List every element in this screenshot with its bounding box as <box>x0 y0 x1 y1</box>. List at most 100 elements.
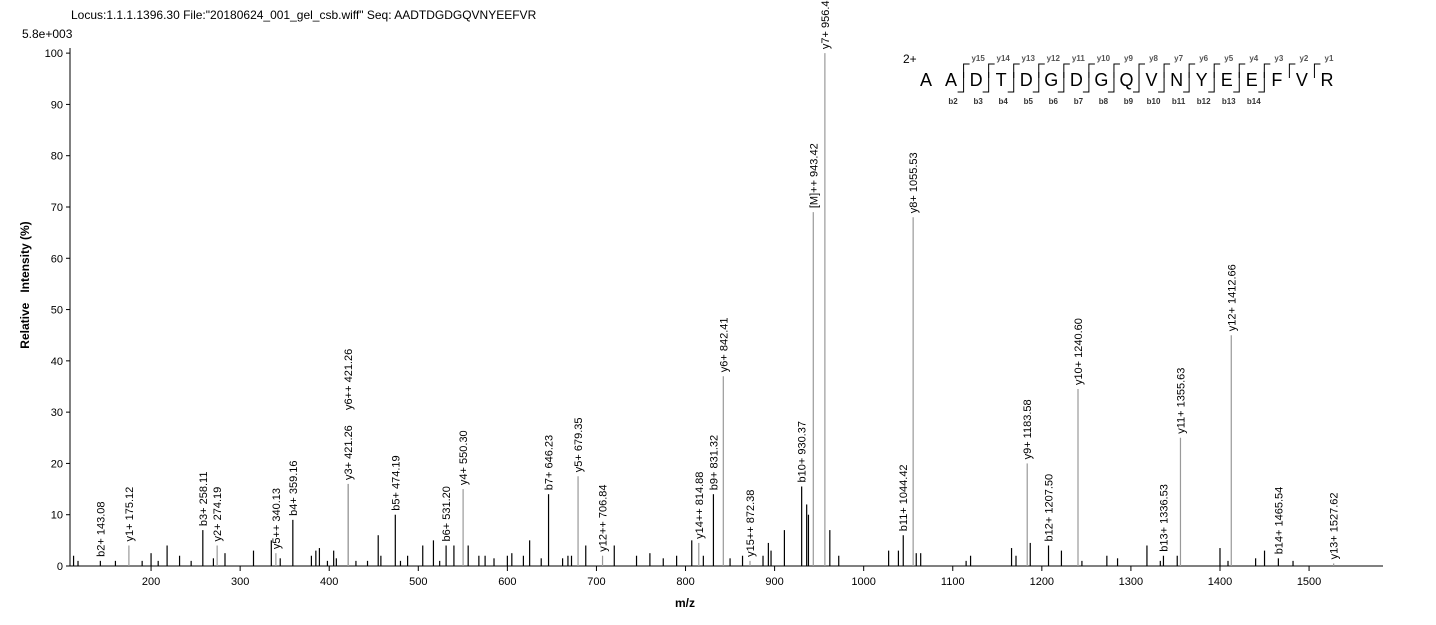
peak-label: b11+ 1044.42 <box>898 464 910 531</box>
y-bracket <box>1263 63 1271 78</box>
y-ion-label: y1 <box>1325 54 1334 63</box>
y-ion-label: y12 <box>1047 54 1061 63</box>
y-axis-label: Relative Intensity (%) <box>18 221 32 348</box>
y-bracket <box>988 63 995 78</box>
b-bracket <box>1007 72 1015 93</box>
residue: D <box>1070 70 1083 90</box>
y-tick-label: 70 <box>51 202 63 214</box>
peak-label: y11+ 1355.63 <box>1175 368 1187 434</box>
y-tick-label: 20 <box>51 458 63 470</box>
x-tick-label: 1200 <box>1030 576 1054 588</box>
x-tick-label: 300 <box>231 576 249 588</box>
b-bracket <box>957 72 965 93</box>
peak-label: y12+ 1412.66 <box>1226 264 1238 331</box>
residue: Y <box>1196 70 1208 90</box>
charge-label: 2+ <box>903 52 917 66</box>
peak-label: b5+ 474.19 <box>390 455 402 510</box>
x-tick-label: 1300 <box>1119 576 1143 588</box>
residue: G <box>1094 70 1108 90</box>
y-bracket <box>1238 63 1246 78</box>
y-ion-label: y14 <box>997 54 1011 63</box>
y-ion-label: y9 <box>1124 54 1133 63</box>
b-ion-label: b5 <box>1024 97 1034 106</box>
peak-label: y1+ 175.12 <box>124 487 136 542</box>
residue: V <box>1296 70 1308 90</box>
y-tick-label: 50 <box>51 305 63 317</box>
b-ion-label: b3 <box>973 97 983 106</box>
residue: D <box>1020 70 1033 90</box>
peak-label: y3+ 421.26 <box>343 425 355 480</box>
b-ion-label: b12 <box>1197 97 1211 106</box>
b-bracket <box>1233 72 1240 93</box>
y-tick-label: 90 <box>51 99 63 111</box>
residue: E <box>1221 70 1233 90</box>
residue: F <box>1271 70 1282 90</box>
peak-label: [M]++ 943.42 <box>808 143 820 208</box>
peak-label: y13+ 1527.62 <box>1329 492 1341 559</box>
y-ion-label: y15 <box>971 54 985 63</box>
y-tick-label: 40 <box>51 356 63 368</box>
y-tick-label: 60 <box>51 253 63 265</box>
peak-label: y6+ 842.41 <box>718 317 730 372</box>
b-ion-label: b9 <box>1124 97 1134 106</box>
x-tick-label: 1400 <box>1208 576 1232 588</box>
b-bracket <box>1208 72 1215 93</box>
peak-label: b9+ 831.32 <box>708 435 720 490</box>
x-tick-label: 600 <box>498 576 516 588</box>
b-bracket <box>1158 72 1165 93</box>
y-tick-label: 100 <box>45 48 63 60</box>
b-ion-label: b4 <box>999 97 1009 106</box>
x-tick-label: 900 <box>765 576 783 588</box>
b-bracket <box>1032 72 1040 93</box>
b-bracket <box>1082 72 1090 93</box>
peak-label: y5+ 679.35 <box>573 417 585 472</box>
peak-label: y6++ 421.26 <box>343 349 355 410</box>
y-bracket <box>1138 63 1146 78</box>
b-bracket <box>1057 72 1065 93</box>
x-tick-label: 1500 <box>1297 576 1321 588</box>
peak-label: y2+ 274.19 <box>212 487 224 542</box>
y-ion-label: y5 <box>1224 54 1233 63</box>
b-bracket <box>1107 72 1115 93</box>
peak-label: y12++ 706.84 <box>598 484 610 551</box>
b-ion-label: b11 <box>1172 97 1186 106</box>
residue: E <box>1246 70 1258 90</box>
peak-label: b7+ 646.23 <box>544 435 556 490</box>
x-tick-label: 700 <box>587 576 605 588</box>
peak-label: y8+ 1055.53 <box>908 152 920 213</box>
y-bracket <box>1313 63 1321 78</box>
b-ion-label: b8 <box>1099 97 1109 106</box>
b-bracket <box>1258 72 1265 93</box>
y-ion-label: y7 <box>1174 54 1183 63</box>
scale-label: 5.8e+003 <box>22 27 73 41</box>
peak-label: b13+ 1336.53 <box>1158 484 1170 552</box>
peak-label: y4+ 550.30 <box>458 430 470 485</box>
residue: R <box>1320 70 1333 90</box>
y-ion-label: y11 <box>1072 54 1085 63</box>
peak-label: b12+ 1207.50 <box>1044 474 1056 542</box>
peak-label: y15++ 872.38 <box>745 490 757 557</box>
peak-label: y9+ 1183.58 <box>1022 399 1034 459</box>
y-tick-label: 0 <box>57 561 63 573</box>
y-ion-label: y8 <box>1149 54 1158 63</box>
y-bracket <box>1213 63 1221 78</box>
x-axis-label: m/z <box>675 596 695 610</box>
b-bracket <box>1183 72 1190 93</box>
residue: A <box>920 70 932 90</box>
residue: N <box>1170 70 1183 90</box>
b-ion-label: b7 <box>1074 97 1084 106</box>
y-ion-label: y4 <box>1249 54 1258 63</box>
x-tick-label: 200 <box>142 576 160 588</box>
b-bracket <box>982 72 990 93</box>
y-tick-label: 10 <box>51 510 63 522</box>
y-ion-label: y2 <box>1299 54 1308 63</box>
b-ion-label: b2 <box>948 97 958 106</box>
y-tick-label: 80 <box>51 151 63 163</box>
x-tick-label: 800 <box>676 576 694 588</box>
peak-label: y7+ 956.45 <box>820 0 832 49</box>
peak-label: b2+ 143.08 <box>95 501 107 556</box>
x-tick-label: 400 <box>320 576 338 588</box>
residue: Q <box>1119 70 1133 90</box>
y-tick-label: 30 <box>51 407 63 419</box>
